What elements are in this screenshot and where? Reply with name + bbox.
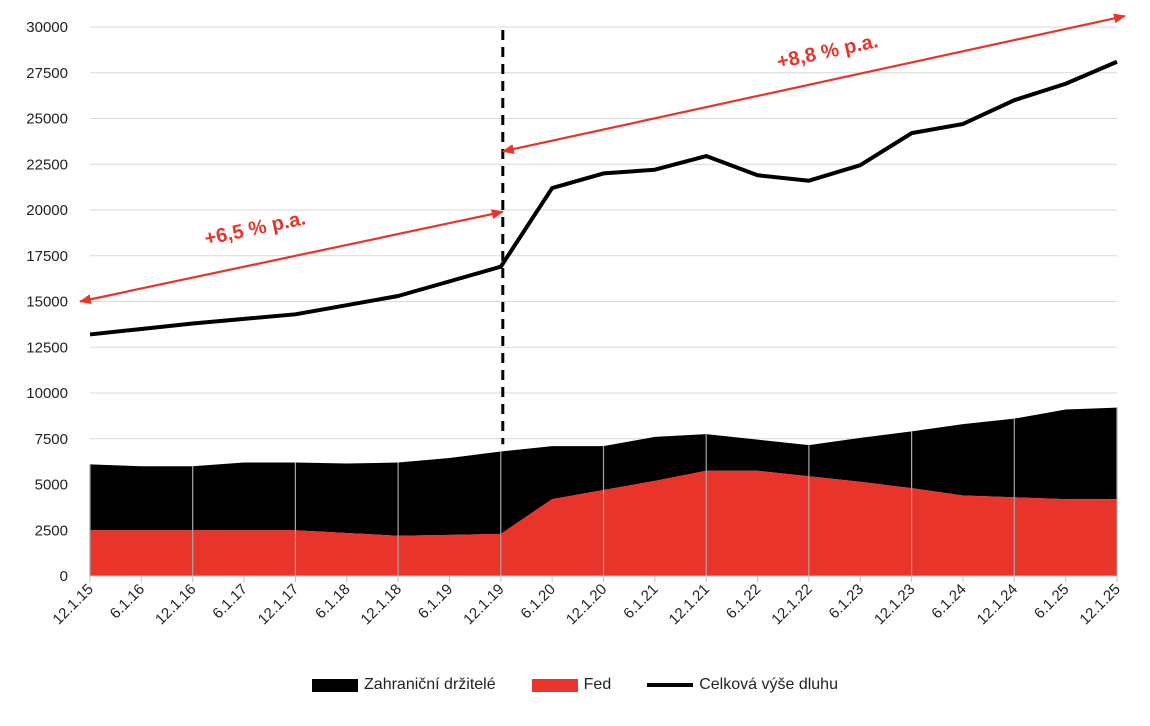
y-tick-label: 22500 xyxy=(26,156,68,173)
x-tick-label: 12.1.25 xyxy=(1076,581,1123,628)
annotation-label: +8,8 % p.a. xyxy=(775,30,880,73)
annotation-arrow xyxy=(79,209,504,305)
y-tick-label: 0 xyxy=(60,568,68,585)
x-tick-label: 12.1.20 xyxy=(563,581,610,628)
y-tick-label: 2500 xyxy=(35,522,68,539)
y-tick-label: 27500 xyxy=(26,65,68,82)
legend-label-fed: Fed xyxy=(583,676,612,693)
y-tick-label: 12500 xyxy=(26,339,68,356)
legend-item-fed: Fed xyxy=(531,676,612,694)
y-tick-label: 7500 xyxy=(35,431,68,448)
line-total-debt xyxy=(89,59,1118,337)
x-tick-label: 6.1.22 xyxy=(723,581,765,623)
y-axis-ticks: 0 2500 5000 7500 10000 12500 15000 17500 20000 22… xyxy=(26,19,68,585)
x-tick-label: 6.1.24 xyxy=(928,581,970,623)
x-tick-label: 6.1.16 xyxy=(107,581,149,623)
y-tick-label: 5000 xyxy=(35,477,68,494)
growth-annotations: +6,5 % p.a. +8,8 % p.a. xyxy=(79,13,1126,305)
x-tick-label: 12.1.24 xyxy=(974,581,1021,628)
x-tick-label: 6.1.17 xyxy=(209,581,251,623)
x-tick-label: 12.1.22 xyxy=(768,581,815,628)
x-tick-label: 12.1.21 xyxy=(666,581,713,628)
x-tick-label: 6.1.20 xyxy=(517,581,559,623)
annotation-label: +6,5 % p.a. xyxy=(203,207,308,250)
y-tick-label: 25000 xyxy=(26,111,68,128)
y-tick-label: 17500 xyxy=(26,248,68,265)
area-dividers xyxy=(89,407,1118,576)
x-tick-label: 6.1.19 xyxy=(415,581,457,623)
y-tick-label: 30000 xyxy=(26,19,68,36)
x-tick-label: 6.1.25 xyxy=(1031,581,1073,623)
annotation-arrow xyxy=(501,13,1126,154)
x-tick-label: 12.1.17 xyxy=(255,581,302,628)
x-tick-label: 6.1.23 xyxy=(826,581,868,623)
line-series xyxy=(89,59,1118,337)
legend-swatch-fed xyxy=(531,678,578,692)
legend-label-foreign: Zahraniční držitelé xyxy=(364,676,496,693)
legend: Zahraniční držitelé Fed Celková výše dlu… xyxy=(0,676,1150,694)
y-tick-label: 15000 xyxy=(26,294,68,311)
legend-swatch-foreign xyxy=(312,678,359,692)
y-tick-label: 20000 xyxy=(26,202,68,219)
x-tick-label: 12.1.19 xyxy=(460,581,507,628)
y-tick-label: 10000 xyxy=(26,385,68,402)
legend-item-total: Celková výše dluhu xyxy=(647,676,838,694)
x-tick-label: 12.1.15 xyxy=(49,581,96,628)
legend-label-total: Celková výše dluhu xyxy=(699,676,838,693)
x-tick-label: 6.1.21 xyxy=(620,581,662,623)
debt-chart: 0 2500 5000 7500 10000 12500 15000 17500 20000 22… xyxy=(26,13,1126,628)
x-tick-label: 6.1.18 xyxy=(312,581,354,623)
legend-swatch-total xyxy=(647,683,694,687)
x-axis-ticks: 12.1.15 6.1.16 12.1.16 6.1.17 12.1.17 6.1.18 1… xyxy=(49,576,1124,628)
x-tick-label: 12.1.18 xyxy=(358,581,405,628)
legend-item-foreign: Zahraniční držitelé xyxy=(312,676,496,694)
x-tick-label: 12.1.23 xyxy=(871,581,918,628)
x-tick-label: 12.1.16 xyxy=(152,581,199,628)
